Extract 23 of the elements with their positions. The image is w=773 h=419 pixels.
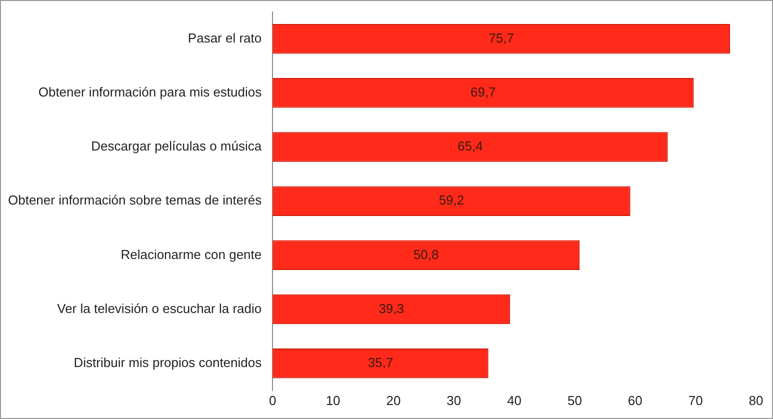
y-tick-label: Descargar películas o música	[91, 138, 262, 154]
x-tick-label: 0	[269, 392, 276, 408]
x-tick-label: 60	[628, 392, 642, 408]
x-tick-label: 40	[507, 392, 522, 408]
data-label: 39,3	[378, 300, 404, 316]
x-tick-label: 30	[446, 392, 462, 408]
x-tick-label: 10	[326, 392, 340, 408]
data-label: 75,7	[488, 30, 514, 46]
y-tick-label: Distribuir mis propios contenidos	[74, 354, 262, 370]
x-tick-label: 80	[748, 392, 764, 408]
data-label: 50,8	[413, 246, 439, 262]
y-tick-label: Obtener información para mis estudios	[38, 84, 262, 100]
x-tick-label: 50	[568, 392, 582, 408]
data-label: 65,4	[458, 138, 483, 154]
y-tick-label: Obtener información sobre temas de interés	[8, 192, 262, 208]
x-tick-label: 20	[386, 392, 401, 408]
data-label: 59,2	[438, 192, 464, 208]
data-label: 69,7	[470, 84, 496, 100]
data-label: 35,7	[368, 354, 394, 370]
y-tick-label: Ver la televisión o escuchar la radio	[57, 300, 262, 316]
x-tick-label: 70	[688, 392, 703, 408]
y-tick-label: Pasar el rato	[188, 30, 262, 46]
y-tick-label: Relacionarme con gente	[120, 246, 262, 262]
